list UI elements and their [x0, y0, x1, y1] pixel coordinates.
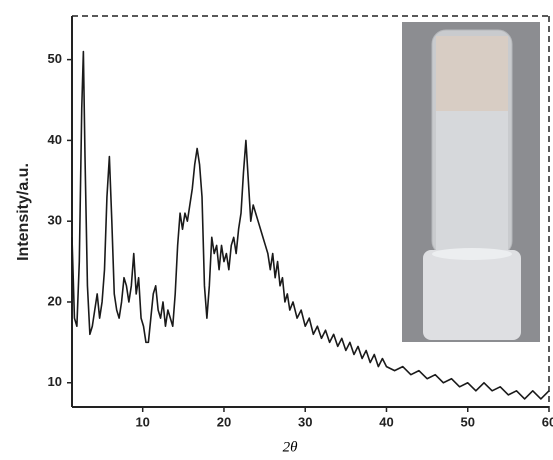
x-tick-label: 60: [542, 414, 553, 429]
x-tick-label: 10: [135, 414, 149, 429]
y-axis-label: Intensity/a.u.: [15, 163, 32, 261]
y-tick-label: 30: [48, 213, 62, 228]
x-tick-label: 20: [217, 414, 231, 429]
x-axis-label: 2θ: [283, 439, 299, 455]
y-tick-label: 40: [48, 132, 62, 147]
x-tick-label: 40: [379, 414, 393, 429]
y-tick-label: 10: [48, 374, 62, 389]
x-tick-label: 30: [298, 414, 312, 429]
y-tick-label: 50: [48, 51, 62, 66]
inset-photo: [402, 22, 540, 342]
y-tick-label: 20: [48, 293, 62, 308]
x-tick-label: 50: [461, 414, 475, 429]
data-line: [71, 50, 550, 400]
